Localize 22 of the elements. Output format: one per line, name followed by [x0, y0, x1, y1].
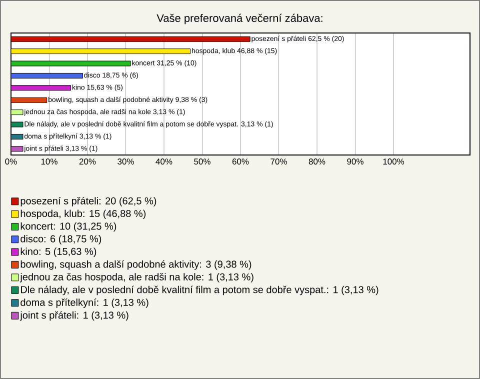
legend-label: Dle nálady, ale v poslední době kvalitní film a potom se dobře vyspat.: 1 (3,13 %)	[21, 286, 378, 296]
legend-label: hospoda, klub: 15 (46,88 %)	[20, 210, 146, 220]
chart-title: Vaše preferovaná večerní zábava:	[156, 14, 322, 24]
x-tick-label: 70%	[270, 158, 287, 165]
x-tick-label: 10%	[41, 158, 58, 165]
x-tick-label: 50%	[194, 158, 210, 165]
x-tick-label: 60%	[232, 158, 249, 165]
legend-label: doma s přítelkyní: 1 (3,13 %)	[20, 298, 148, 308]
legend-label: koncert: 10 (31,25 %)	[20, 222, 116, 232]
legend-label: posezení s přáteli: 20 (62,5 %)	[20, 196, 156, 206]
legend-label: joint s přáteli: 1 (3,13 %)	[20, 311, 128, 321]
x-tick-label: 80%	[308, 158, 326, 165]
legend-label: disco: 6 (18,75 %)	[20, 234, 102, 244]
x-tick-label: 30%	[118, 158, 134, 165]
x-tick-label: 20%	[79, 158, 96, 165]
legend-label: bowling, squash a další podobné aktivity: 3 (9,38 %)	[20, 260, 252, 270]
x-tick-label: 40%	[156, 158, 172, 165]
x-tick-label: 100%	[383, 158, 404, 165]
x-tick-label: 0%	[5, 158, 17, 165]
legend-label: kino: 5 (15,63 %)	[20, 248, 96, 257]
legend-label: jednou za čas hospoda, ale radši na kole: 1 (3,13 %)	[20, 273, 254, 282]
x-tick-label: 90%	[347, 158, 364, 165]
